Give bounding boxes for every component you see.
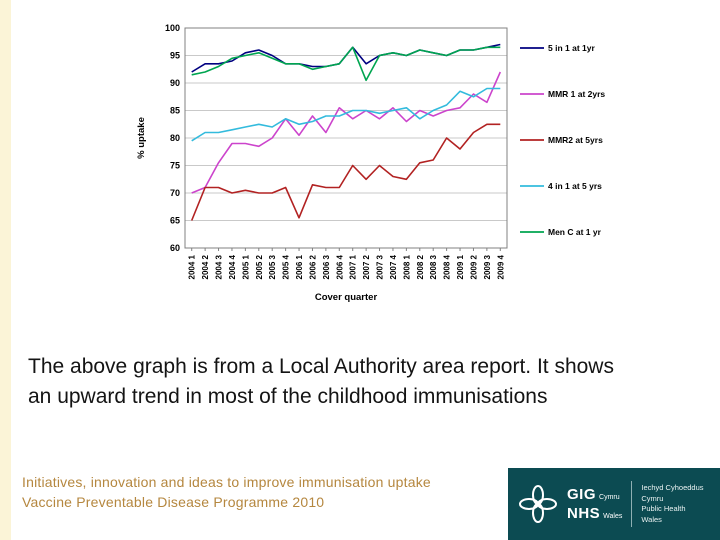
logo-divider <box>631 481 633 527</box>
x-tick-label: 2008 3 <box>429 254 438 279</box>
x-tick-label: 2007 2 <box>362 254 371 279</box>
x-tick-label: 2006 2 <box>308 254 317 279</box>
x-tick-label: 2004 4 <box>228 254 237 279</box>
y-axis-title: % uptake <box>136 117 147 159</box>
logo-gig: GIG <box>567 486 597 503</box>
org-english-line-1: Public Health <box>641 504 686 513</box>
y-tick-label: 85 <box>170 106 180 116</box>
x-tick-label: 2006 3 <box>322 254 331 279</box>
x-tick-label: 2005 1 <box>241 254 250 279</box>
logo-wales: Wales <box>603 513 623 520</box>
footer-line-1: Initiatives, innovation and ideas to imp… <box>22 474 431 490</box>
y-tick-label: 65 <box>170 216 180 226</box>
body-text-line-2: an upward trend in most of the childhood… <box>28 385 548 408</box>
body-text: The above graph is from a Local Authorit… <box>28 352 708 412</box>
x-tick-label: 2008 1 <box>402 254 411 279</box>
series-line-mmr2-at-5yrs <box>190 123 501 221</box>
uptake-line-chart-svg: 60 65 70 75 80 85 90 95 100 2004 1 2004 2 2004 3 200… <box>136 23 605 303</box>
left-accent-strip <box>0 0 11 540</box>
y-tick-label: 60 <box>170 243 180 253</box>
celtic-knot-icon <box>519 485 557 523</box>
x-tick-label: 2009 1 <box>456 254 465 279</box>
org-welsh-line-1: Iechyd Cyhoeddus <box>641 483 704 492</box>
x-tick-label: 2005 3 <box>268 254 277 279</box>
x-tick-label: 2008 2 <box>416 254 425 279</box>
x-tick-label: 2009 2 <box>469 254 478 279</box>
x-tick-label: 2004 2 <box>201 254 210 279</box>
immunisation-uptake-chart: 60 65 70 75 80 85 90 95 100 2004 1 2004 2 2004 3 200… <box>128 12 608 312</box>
org-welsh-line-2: Cymru <box>641 493 664 503</box>
logo-org-text: Iechyd Cyhoeddus Cymru Public Health Wal… <box>641 483 703 525</box>
y-tick-label: 90 <box>170 78 180 88</box>
y-tick-label: 75 <box>170 161 180 171</box>
x-tick-label: 2009 3 <box>483 254 492 279</box>
series-line-4-in-1-at-5-yrs <box>191 87 501 142</box>
x-tick-label: 2004 1 <box>188 254 197 279</box>
y-tick-label: 95 <box>170 51 180 61</box>
x-tick-label: 2008 4 <box>443 254 452 279</box>
logo-cymru: Cymru <box>599 494 620 501</box>
x-tick-label: 2009 4 <box>496 254 505 279</box>
nhs-wales-public-health-logo: GIG Cymru NHS Wales Iechyd Cyhoeddus Cym… <box>508 468 720 540</box>
y-tick-label: 70 <box>170 188 180 198</box>
x-tick-label: 2004 3 <box>215 254 224 279</box>
legend-label-mmr2-at-5yrs: MMR2 at 5yrs <box>548 135 603 145</box>
x-tick-label: 2007 1 <box>349 254 358 279</box>
plot-border <box>184 27 508 249</box>
series-line-men-c-at-1-yr <box>191 46 501 82</box>
legend-label-4-in-1-at-5-yrs: 4 in 1 at 5 yrs <box>548 181 602 191</box>
legend-label-5-in-1-at-1yr: 5 in 1 at 1yr <box>548 43 595 53</box>
body-text-line-1: The above graph is from a Local Authorit… <box>28 355 614 378</box>
x-tick-label: 2005 2 <box>255 254 264 279</box>
footer-line-2: Vaccine Preventable Disease Programme 20… <box>22 494 325 510</box>
x-tick-label: 2006 4 <box>335 254 344 279</box>
legend-label-mmr-1-at-2yrs: MMR 1 at 2yrs <box>548 89 605 99</box>
logo-nhs: NHS <box>567 505 601 522</box>
x-tick-label: 2005 4 <box>282 254 291 279</box>
x-tick-label: 2007 4 <box>389 254 398 279</box>
logo-brand-text: GIG Cymru NHS Wales <box>567 486 622 522</box>
x-axis-title: Cover quarter <box>315 292 378 303</box>
footer-text: Initiatives, innovation and ideas to imp… <box>22 472 431 512</box>
x-tick-label: 2006 1 <box>295 254 304 279</box>
legend-label-men-c-at-1-yr: Men C at 1 yr <box>548 227 602 237</box>
y-tick-label: 100 <box>165 23 180 33</box>
org-english-line-2: Wales <box>641 514 662 524</box>
y-tick-label: 80 <box>170 133 180 143</box>
x-tick-label: 2007 3 <box>376 254 385 279</box>
